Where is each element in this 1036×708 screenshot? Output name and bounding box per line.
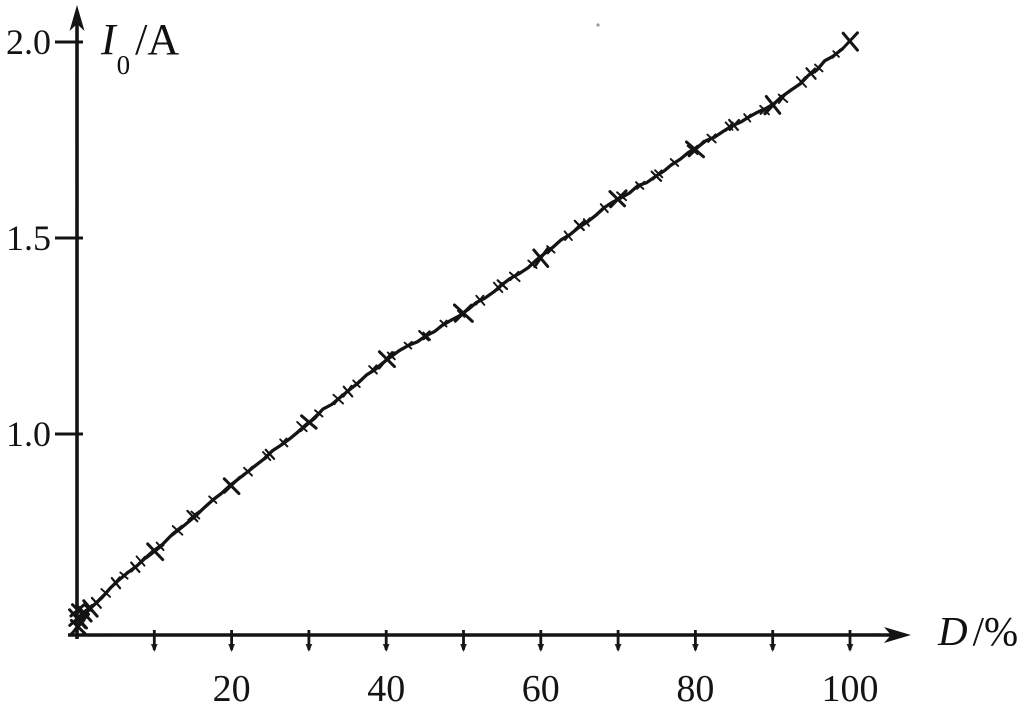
y-axis-unit: A <box>147 15 180 64</box>
y-axis-line-rough <box>75 59 79 636</box>
x-axis-arrowhead <box>884 627 911 643</box>
x-tick-foot <box>228 644 235 652</box>
x-tick-foot <box>382 644 390 652</box>
x-axis-title: D/% <box>938 607 1018 655</box>
x-tick-foot <box>537 644 545 652</box>
data-point-marker <box>728 118 740 132</box>
scan-marker <box>208 495 218 505</box>
data-point-marker <box>144 542 165 562</box>
x-axis-symbol: D <box>938 608 968 654</box>
scan-marker <box>100 587 113 598</box>
scan-marker <box>475 294 486 306</box>
x-axis-line-rough <box>89 633 881 637</box>
data-point-marker <box>110 576 122 590</box>
scan-marker <box>368 364 378 375</box>
x-axis-unit: % <box>984 608 1019 654</box>
scan-marker <box>403 340 413 350</box>
scan-marker <box>508 270 521 283</box>
scan-marker <box>686 144 699 156</box>
x-tick-foot <box>305 644 313 652</box>
scan-marker <box>332 393 345 406</box>
x-tick-label: 40 <box>367 668 405 708</box>
x-tick-label: 20 <box>213 668 251 708</box>
x-tick-foot <box>692 644 699 652</box>
x-tick-foot <box>150 644 158 652</box>
y-tick-label: 1.0 <box>6 414 51 454</box>
y-axis-separator: / <box>135 15 148 64</box>
data-point-marker <box>650 170 663 182</box>
data-point-marker <box>377 350 396 370</box>
data-point-marker <box>804 67 817 80</box>
scan-marker <box>170 524 184 536</box>
scan-marker <box>814 63 824 74</box>
data-curve <box>76 47 844 620</box>
x-tick-foot <box>846 644 854 652</box>
scan-marker <box>831 48 841 59</box>
scan-marker <box>119 570 129 580</box>
y-axis-title: I0/A <box>101 14 180 80</box>
origin-cluster-marker <box>81 599 99 618</box>
scan-marker <box>546 245 556 255</box>
data-point-marker <box>452 303 474 323</box>
data-point-marker <box>130 560 142 573</box>
scan-marker <box>795 76 808 88</box>
data-point-marker <box>763 94 783 116</box>
x-tick-foot <box>460 644 467 652</box>
data-point-marker <box>532 247 550 269</box>
scan-noise-dot <box>596 23 600 27</box>
data-point-marker <box>299 412 320 432</box>
scan-marker <box>706 133 717 144</box>
scan-marker <box>563 230 574 242</box>
y-tick-label: 1.5 <box>6 218 51 258</box>
y-axis-symbol: I <box>101 15 116 64</box>
origin-cluster-marker <box>69 602 87 618</box>
x-tick-foot <box>769 644 777 652</box>
scan-marker <box>422 331 432 341</box>
data-point-marker <box>418 329 431 342</box>
data-point-marker <box>840 31 859 52</box>
scan-marker <box>582 217 591 227</box>
y-axis-subscript: 0 <box>116 49 131 80</box>
data-point-marker <box>222 475 242 496</box>
data-point-marker <box>608 189 628 209</box>
y-tick-label: 2.0 <box>6 22 51 62</box>
data-point-marker <box>186 509 199 523</box>
data-point-marker <box>496 279 509 292</box>
y-axis-arrowhead <box>69 5 85 31</box>
x-tick-label: 80 <box>676 668 714 708</box>
x-tick-foot <box>614 644 622 652</box>
scan-marker <box>439 319 448 329</box>
data-point-marker <box>264 448 276 461</box>
data-point-marker <box>342 384 354 398</box>
scan-marker <box>278 437 289 448</box>
data-point-marker <box>573 219 585 232</box>
scan-marker <box>635 180 646 190</box>
scan-marker <box>351 379 361 389</box>
x-tick-label: 100 <box>822 668 879 708</box>
data-point-marker <box>684 139 706 159</box>
x-axis-separator: / <box>972 608 985 654</box>
scan-marker <box>669 158 681 167</box>
scan-marker <box>242 465 254 478</box>
scan-marker <box>742 113 752 123</box>
x-tick-label: 60 <box>522 668 560 708</box>
scan-marker <box>599 203 610 214</box>
